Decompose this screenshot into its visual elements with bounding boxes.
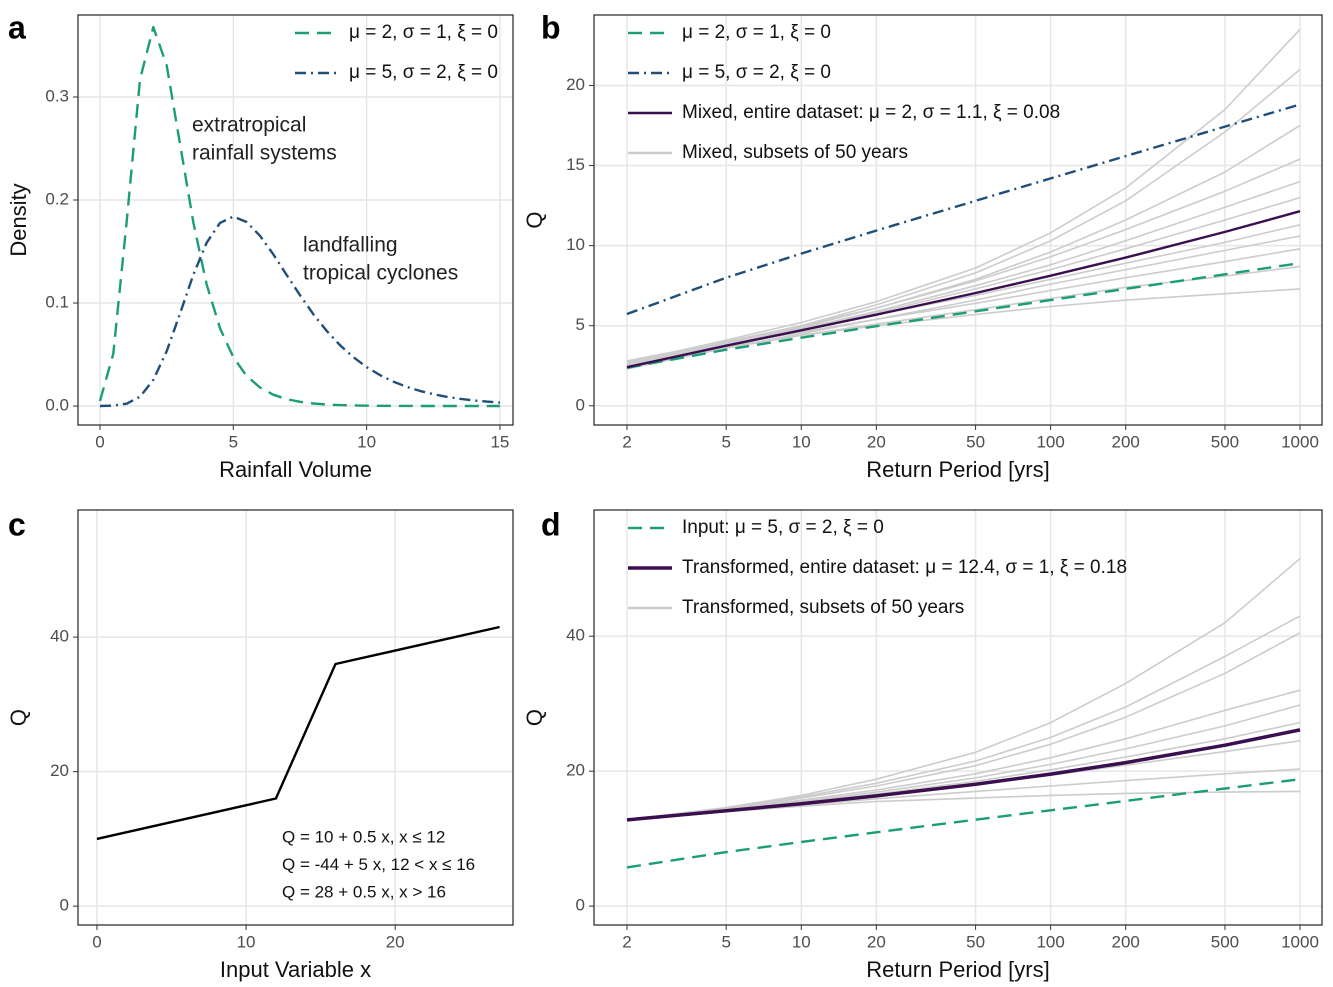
x-tick-label: 1000 (1281, 432, 1319, 451)
y-tick-label: 0.0 (45, 396, 69, 415)
x-tick-label: 10 (792, 432, 811, 451)
series-line (626, 158, 1301, 365)
plot-frame (593, 509, 1323, 926)
annotation: Q = 28 + 0.5 x, x > 16 (282, 882, 446, 901)
x-tick-label: 10 (792, 932, 811, 951)
x-axis-title: Input Variable x (220, 957, 371, 982)
x-tick-label: 20 (867, 432, 886, 451)
legend-label: Mixed, entire dataset: μ = 2, σ = 1.1, ξ… (682, 102, 1060, 123)
plot-frame (77, 14, 514, 426)
y-tick-label: 0.3 (45, 86, 69, 105)
y-tick-label: 0 (576, 896, 585, 915)
y-axis-title: Q (522, 709, 547, 726)
x-tick-label: 20 (386, 932, 405, 951)
x-tick-label: 5 (721, 932, 730, 951)
x-tick-label: 1000 (1281, 932, 1319, 951)
series-line (96, 625, 500, 841)
x-tick-label: 100 (1036, 932, 1064, 951)
x-axis-title: Rainfall Volume (219, 457, 372, 482)
panel-label: d (541, 506, 561, 542)
x-tick-label: 10 (237, 932, 256, 951)
panel-label: a (8, 9, 26, 45)
plot-frame (593, 14, 1323, 426)
series-line (626, 728, 1301, 822)
series-line (626, 68, 1301, 367)
annotation: landfalling (303, 234, 398, 257)
x-tick-label: 200 (1112, 432, 1140, 451)
annotation: tropical cyclones (303, 262, 458, 285)
plot-background (78, 15, 513, 425)
series-line (626, 210, 1301, 369)
legend-label: Transformed, subsets of 50 years (682, 597, 964, 618)
plot-background (78, 510, 513, 925)
legend-label: Transformed, entire dataset: μ = 12.4, σ… (682, 557, 1127, 578)
plot-background (594, 15, 1322, 425)
y-axis-title: Q (522, 211, 547, 228)
y-tick-label: 20 (566, 75, 585, 94)
series-line (626, 261, 1301, 369)
series-line (626, 557, 1301, 821)
x-tick-label: 50 (966, 432, 985, 451)
y-axis-title: Q (6, 709, 31, 726)
legend-label: μ = 2, σ = 1, ξ = 0 (682, 22, 831, 43)
annotation: Q = -44 + 5 x, 12 < x ≤ 16 (282, 855, 475, 874)
x-tick-label: 50 (966, 932, 985, 951)
y-axis-title: Density (6, 183, 31, 256)
x-tick-label: 0 (92, 932, 101, 951)
series-line (99, 215, 500, 408)
x-tick-label: 5 (229, 432, 238, 451)
y-tick-label: 20 (566, 761, 585, 780)
series-line (626, 235, 1301, 370)
panel-label: b (541, 9, 561, 45)
series-line (626, 632, 1301, 822)
y-tick-label: 40 (566, 626, 585, 645)
x-tick-label: 500 (1211, 432, 1239, 451)
x-tick-label: 200 (1112, 932, 1140, 951)
series-line (626, 615, 1301, 821)
panel-label: c (8, 506, 26, 542)
x-tick-label: 2 (622, 432, 631, 451)
y-tick-label: 5 (576, 315, 585, 334)
x-axis-title: Return Period [yrs] (866, 457, 1049, 482)
x-tick-label: 100 (1036, 432, 1064, 451)
legend-label: Input: μ = 5, σ = 2, ξ = 0 (682, 517, 884, 538)
legend-label: μ = 5, σ = 2, ξ = 0 (682, 62, 831, 83)
y-tick-label: 0 (60, 896, 69, 915)
x-tick-label: 0 (95, 432, 104, 451)
x-tick-label: 10 (357, 432, 376, 451)
x-tick-label: 2 (622, 932, 631, 951)
series-line (626, 103, 1301, 316)
y-tick-label: 0.1 (45, 293, 69, 312)
annotation: rainfall systems (192, 142, 337, 165)
x-tick-label: 5 (721, 432, 730, 451)
legend-label: μ = 2, σ = 1, ξ = 0 (349, 22, 498, 43)
y-tick-label: 10 (566, 235, 585, 254)
y-tick-label: 40 (50, 627, 69, 646)
y-tick-label: 0 (576, 395, 585, 414)
x-tick-label: 500 (1211, 932, 1239, 951)
annotation: extratropical (192, 114, 306, 137)
y-tick-label: 0.2 (45, 189, 69, 208)
legend-label: μ = 5, σ = 2, ξ = 0 (349, 62, 498, 83)
x-tick-label: 20 (867, 932, 886, 951)
legend-label: Mixed, subsets of 50 years (682, 142, 908, 163)
plot-frame (77, 509, 514, 926)
annotation: Q = 10 + 0.5 x, x ≤ 12 (282, 827, 445, 846)
x-tick-label: 15 (490, 432, 509, 451)
series-line (98, 25, 500, 408)
y-tick-label: 20 (50, 761, 69, 780)
series-line (626, 124, 1301, 369)
x-axis-title: Return Period [yrs] (866, 957, 1049, 982)
y-tick-label: 15 (566, 155, 585, 174)
